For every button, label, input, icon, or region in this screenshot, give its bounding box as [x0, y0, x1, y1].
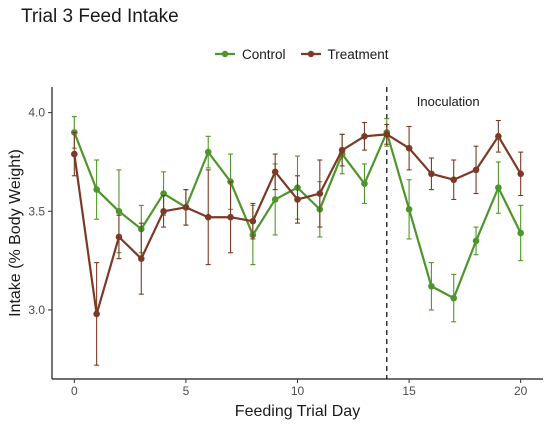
y-tick-label: 3.0 [28, 303, 45, 317]
y-tick-label: 3.5 [28, 204, 45, 218]
data-point-control [361, 180, 368, 187]
data-point-treatment [316, 190, 324, 197]
data-point-treatment [93, 310, 100, 318]
data-point-control [495, 184, 502, 191]
data-point-treatment [405, 144, 413, 152]
data-point-control [428, 282, 435, 290]
data-point-treatment [71, 150, 78, 158]
x-tick-label: 20 [514, 384, 528, 398]
data-point-treatment [428, 170, 435, 178]
data-point-treatment [160, 207, 167, 215]
data-point-control [472, 237, 480, 245]
inoculation-label: Inoculation [417, 94, 480, 109]
legend: Control Treatment [214, 44, 403, 64]
x-axis-label: Feeding Trial Day [235, 403, 360, 420]
legend-label-control: Control [242, 46, 286, 62]
data-point-treatment [294, 196, 301, 203]
legend-label-treatment: Treatment [327, 46, 389, 62]
data-point-control [204, 148, 212, 156]
data-point-treatment [227, 213, 234, 221]
data-point-treatment [472, 166, 480, 174]
data-point-control [93, 186, 100, 193]
data-point-treatment [338, 146, 346, 154]
legend-key-treatment [300, 50, 321, 58]
x-tick-label: 5 [183, 384, 190, 398]
data-point-treatment [361, 133, 368, 140]
x-tick-label: 0 [71, 384, 78, 398]
data-point-treatment [450, 176, 458, 184]
data-point-control [405, 206, 413, 213]
data-point-treatment [115, 233, 123, 241]
y-axis-label: Intake (% Body Weight) [7, 149, 24, 317]
series-treatment [71, 119, 524, 366]
data-point-treatment [271, 168, 279, 176]
data-point-treatment [495, 133, 502, 140]
legend-item-treatment: Treatment [300, 47, 389, 62]
data-point-control [271, 196, 279, 203]
data-point-treatment [383, 131, 391, 138]
data-point-treatment [182, 204, 190, 211]
data-point-control [517, 229, 524, 237]
legend-item-control: Control [214, 47, 286, 62]
x-tick-label: 10 [291, 384, 305, 398]
chart-title: Trial 3 Feed Intake [21, 6, 179, 27]
y-tick-label: 4.0 [28, 106, 45, 120]
data-point-treatment [249, 217, 257, 225]
data-point-control [450, 294, 458, 302]
axis-layer [51, 87, 543, 380]
data-point-treatment [204, 213, 212, 221]
legend-key-control [215, 50, 235, 58]
data-point-treatment [517, 170, 524, 178]
data-point-treatment [137, 255, 145, 262]
x-tick-label: 15 [402, 384, 416, 398]
series-layer: Inoculation [71, 87, 524, 379]
tick-layer: 0 5 10 15 20 3.0 3.5 4.0 [28, 106, 527, 398]
data-point-control [115, 207, 123, 215]
